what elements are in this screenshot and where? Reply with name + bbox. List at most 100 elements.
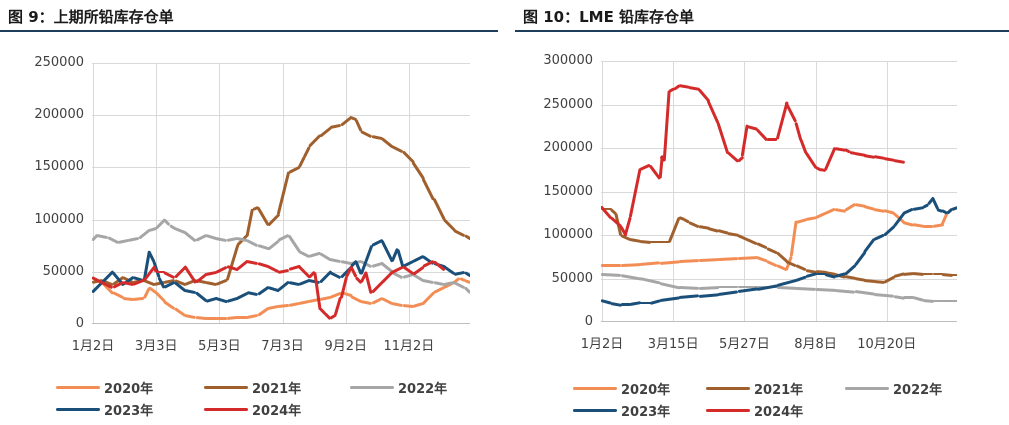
y-gridline	[92, 167, 470, 169]
line-segment	[853, 250, 866, 267]
legend-swatch	[706, 409, 750, 412]
line-segment	[903, 296, 914, 299]
line-segment	[942, 299, 953, 303]
line-segment	[432, 198, 446, 221]
line-segment	[893, 158, 905, 164]
line-segment	[789, 220, 798, 257]
legend-item: 2022年	[845, 379, 942, 398]
line-segment	[794, 121, 803, 141]
line-segment	[624, 216, 632, 236]
legend-item: 2024年	[706, 401, 803, 420]
line-segment	[766, 138, 778, 141]
x-gridline	[601, 61, 603, 322]
x-gridline	[345, 63, 347, 324]
line-segment	[678, 294, 700, 299]
line-segment	[225, 244, 239, 281]
legend-label: 2024年	[754, 405, 804, 420]
line-segment	[951, 205, 957, 211]
y-tick-label: 200000	[34, 107, 84, 123]
legend-item: 2020年	[573, 379, 670, 398]
line-segment	[628, 168, 642, 218]
y-gridline	[601, 148, 957, 149]
y-tick-label: 150000	[34, 159, 84, 175]
legend-item: 2021年	[706, 379, 803, 398]
title-divider	[515, 30, 1009, 32]
x-tick-label: 1月2日	[580, 337, 624, 352]
x-tick-label: 10月20日	[857, 337, 917, 352]
line-segment	[620, 263, 641, 267]
x-gridline	[219, 63, 221, 324]
y-gridline	[92, 63, 470, 64]
line-segment	[640, 301, 651, 305]
y-gridline	[601, 61, 957, 62]
legend-swatch	[573, 409, 617, 412]
legend-item: 2021年	[204, 378, 301, 397]
legend-swatch	[204, 386, 248, 389]
x-tick-label: 1月2日	[71, 339, 115, 354]
line-segment	[843, 263, 857, 276]
line-segment	[659, 296, 680, 302]
y-gridline	[601, 104, 957, 106]
x-tick-label: 3月15日	[647, 337, 699, 352]
x-tick-label: 9月2日	[324, 339, 367, 354]
line-segment	[698, 285, 719, 290]
line-segment	[668, 216, 681, 243]
legend-label: 2022年	[893, 383, 943, 398]
line-segment	[776, 285, 797, 290]
line-segment	[463, 286, 470, 295]
plot-area	[92, 63, 470, 324]
line-segment	[216, 317, 228, 321]
line-segment	[659, 281, 681, 289]
line-segment	[678, 258, 700, 263]
legend-label: 2020年	[621, 383, 671, 398]
line-segment	[932, 299, 944, 303]
line-segment	[601, 207, 612, 211]
line-segment	[718, 285, 739, 289]
legend-label: 2021年	[252, 382, 302, 397]
line-segment	[932, 272, 944, 276]
y-tick-label: 300000	[543, 53, 593, 68]
chart-title: 图 9：上期所铅库存仓单	[8, 8, 174, 26]
legend-item: 2023年	[573, 401, 670, 420]
x-tick-label: 8月8日	[794, 337, 837, 352]
x-gridline	[815, 61, 817, 322]
legend-item: 2024年	[204, 400, 301, 419]
line-segment	[922, 225, 934, 228]
line-segment	[678, 285, 700, 290]
legend-label: 2022年	[398, 382, 448, 397]
legend-swatch	[204, 408, 248, 411]
line-segment	[313, 271, 322, 310]
line-segment	[834, 288, 856, 293]
line-segment	[824, 146, 837, 172]
line-segment	[422, 291, 436, 305]
line-segment	[334, 296, 343, 317]
line-segment	[411, 161, 425, 180]
line-segment	[601, 272, 622, 277]
legend-swatch	[56, 408, 100, 411]
x-tick-label: 3月3日	[134, 339, 178, 354]
line-segment	[737, 285, 758, 289]
y-gridline	[92, 115, 470, 117]
line-segment	[422, 177, 436, 200]
y-tick-label: 200000	[543, 140, 593, 155]
line-segment	[620, 303, 632, 306]
y-tick-label: 100000	[543, 227, 593, 242]
y-tick-label: 250000	[543, 96, 593, 112]
legend-item: 2023年	[56, 400, 153, 419]
line-segment	[156, 270, 166, 274]
y-tick-label: 150000	[543, 183, 593, 199]
x-axis-line	[92, 323, 470, 324]
line-segment	[717, 290, 739, 296]
y-tick-label: 50000	[551, 270, 593, 286]
line-segment	[707, 99, 720, 124]
line-segment	[464, 278, 470, 284]
line-segment	[639, 261, 661, 266]
line-segment	[854, 290, 876, 296]
line-segment	[698, 258, 719, 262]
x-tick-label: 5月3日	[198, 339, 241, 354]
x-tick-label: 7月3日	[261, 339, 304, 354]
legend-label: 2020年	[104, 382, 154, 397]
y-tick-label: 250000	[34, 55, 84, 70]
line-segment	[464, 234, 470, 240]
line-segment	[601, 264, 622, 267]
